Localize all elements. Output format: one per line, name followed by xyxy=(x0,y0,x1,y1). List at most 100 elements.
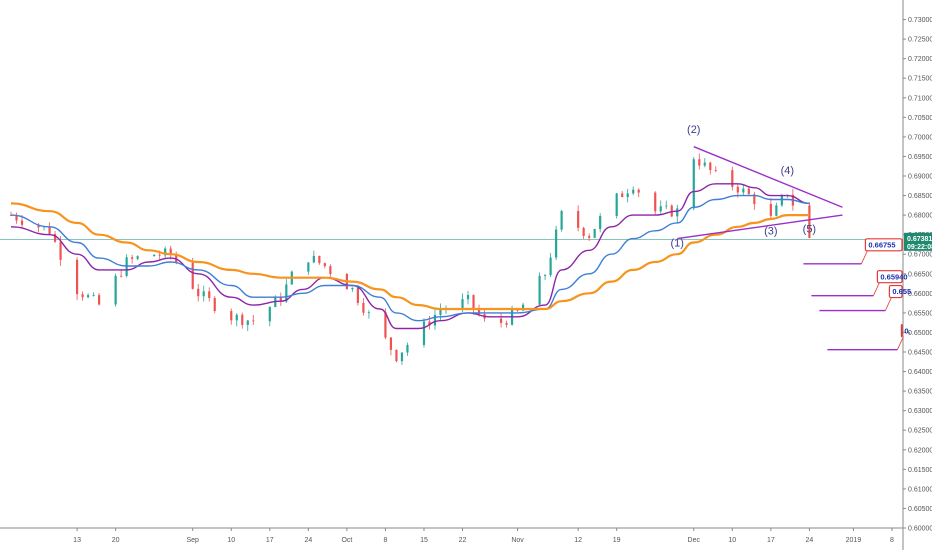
candle-down[interactable] xyxy=(53,234,57,242)
candle-down[interactable] xyxy=(637,189,640,193)
candle-up[interactable] xyxy=(439,309,442,315)
candle-up[interactable] xyxy=(114,275,117,305)
candle-down[interactable] xyxy=(395,349,398,362)
candle-down[interactable] xyxy=(252,320,255,322)
candle-up[interactable] xyxy=(780,195,783,206)
candle-up[interactable] xyxy=(555,229,558,258)
candle-up[interactable] xyxy=(593,228,596,238)
candle-down[interactable] xyxy=(769,203,772,216)
price-tick-label: 0.72000 xyxy=(908,56,932,63)
candle-up[interactable] xyxy=(692,159,695,209)
candle-up[interactable] xyxy=(86,295,90,298)
candle-up[interactable] xyxy=(406,344,409,353)
candle-down[interactable] xyxy=(588,235,591,238)
candle-up[interactable] xyxy=(433,314,437,326)
trendline[interactable] xyxy=(693,146,843,208)
candle-up[interactable] xyxy=(202,291,205,297)
trendline-layer[interactable] xyxy=(677,146,843,240)
candle-up[interactable] xyxy=(521,304,525,311)
candle-up[interactable] xyxy=(400,352,404,362)
candle-up[interactable] xyxy=(246,320,249,325)
candle-down[interactable] xyxy=(389,337,393,350)
target-level-layer[interactable]: 0.66755 0.65940 0.655 0. xyxy=(803,238,911,351)
candles-layer[interactable] xyxy=(9,153,811,365)
candle-up[interactable] xyxy=(775,205,778,216)
candle-down[interactable] xyxy=(197,288,200,297)
candle-up[interactable] xyxy=(742,188,745,193)
candle-up[interactable] xyxy=(466,295,470,300)
candle-down[interactable] xyxy=(48,226,51,235)
candle-down[interactable] xyxy=(59,241,62,260)
candle-up[interactable] xyxy=(626,193,629,198)
candle-down[interactable] xyxy=(621,193,624,198)
candle-down[interactable] xyxy=(318,255,321,264)
candle-down[interactable] xyxy=(230,311,233,321)
candle-up[interactable] xyxy=(153,254,156,257)
candle-down[interactable] xyxy=(516,309,519,311)
candle-up[interactable] xyxy=(136,256,139,259)
candle-down[interactable] xyxy=(714,170,717,171)
candle-up[interactable] xyxy=(285,284,288,302)
candle-down[interactable] xyxy=(731,170,734,187)
candle-down[interactable] xyxy=(75,259,79,295)
candle-down[interactable] xyxy=(753,194,756,204)
candle-down[interactable] xyxy=(577,210,580,228)
candle-up[interactable] xyxy=(422,321,426,345)
candle-up[interactable] xyxy=(538,275,541,305)
candle-down[interactable] xyxy=(505,322,508,325)
candle-down[interactable] xyxy=(131,257,134,259)
candle-up[interactable] xyxy=(615,193,618,216)
candle-up[interactable] xyxy=(92,295,95,296)
candle-down[interactable] xyxy=(20,220,24,225)
candle-down[interactable] xyxy=(736,186,739,193)
candle-up[interactable] xyxy=(312,255,315,263)
candle-down[interactable] xyxy=(191,262,194,289)
candle-down[interactable] xyxy=(81,294,84,298)
candle-down[interactable] xyxy=(98,295,101,305)
candle-up[interactable] xyxy=(235,314,238,321)
candle-up[interactable] xyxy=(461,299,464,309)
candle-down[interactable] xyxy=(654,192,657,212)
candle-up[interactable] xyxy=(560,210,563,230)
candle-down[interactable] xyxy=(329,266,332,275)
time-tick-label: 12 xyxy=(574,537,582,544)
candle-down[interactable] xyxy=(472,295,475,309)
candle-up[interactable] xyxy=(599,215,602,229)
candle-down[interactable] xyxy=(120,275,123,277)
candle-up[interactable] xyxy=(703,162,706,166)
candle-down[interactable] xyxy=(477,308,481,315)
candle-up[interactable] xyxy=(544,275,547,276)
candle-down[interactable] xyxy=(213,298,216,312)
candle-down[interactable] xyxy=(808,205,811,238)
candle-down[interactable] xyxy=(169,248,172,255)
candle-up[interactable] xyxy=(665,205,668,207)
candle-up[interactable] xyxy=(549,257,552,276)
candle-up[interactable] xyxy=(307,262,310,272)
candle-up[interactable] xyxy=(268,307,271,322)
candle-down[interactable] xyxy=(384,312,387,338)
price-tick-label: 0.69500 xyxy=(908,154,932,161)
candle-down[interactable] xyxy=(15,215,18,221)
candle-down[interactable] xyxy=(323,263,326,267)
candle-up[interactable] xyxy=(367,312,371,314)
candle-down[interactable] xyxy=(241,314,244,325)
candle-down[interactable] xyxy=(158,254,161,256)
candle-up[interactable] xyxy=(164,248,167,256)
candle-down[interactable] xyxy=(582,227,585,236)
candle-up[interactable] xyxy=(659,206,662,212)
candle-down[interactable] xyxy=(747,188,750,195)
trendline[interactable] xyxy=(677,214,843,240)
candle-down[interactable] xyxy=(499,318,503,323)
candle-down[interactable] xyxy=(698,159,701,166)
candle-down[interactable] xyxy=(279,296,282,302)
candle-down[interactable] xyxy=(208,291,211,299)
candle-up[interactable] xyxy=(632,189,635,194)
candle-up[interactable] xyxy=(351,287,354,290)
candle-down[interactable] xyxy=(37,224,40,228)
candle-down[interactable] xyxy=(428,321,431,326)
candle-down[interactable] xyxy=(356,287,359,303)
candle-up[interactable] xyxy=(676,208,679,217)
candle-down[interactable] xyxy=(709,162,712,171)
candle-down[interactable] xyxy=(362,302,365,313)
